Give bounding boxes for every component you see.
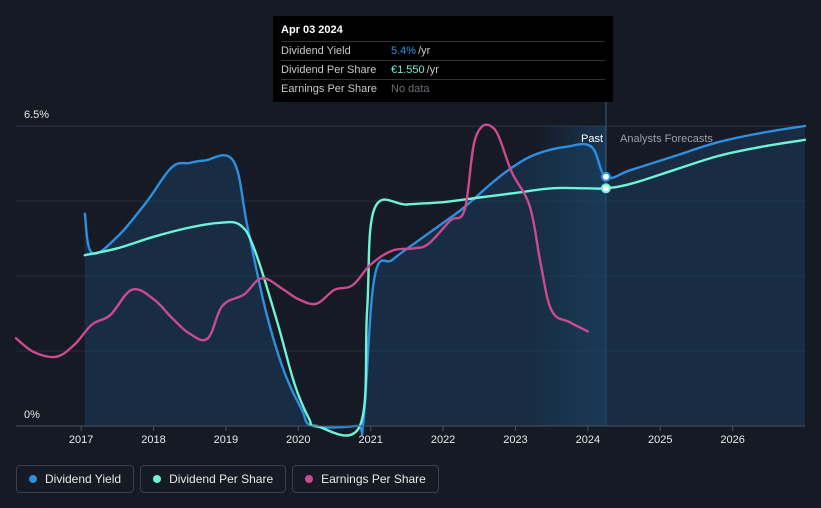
- earnings-per-share-line: [14, 123, 589, 359]
- tooltip-label: Earnings Per Share: [281, 83, 377, 95]
- legend-item-dividend-per-share[interactable]: Dividend Per Share: [140, 465, 287, 493]
- chart: 2017 2018 2019 2020 2021 2022 2023 2024 2025 2026…: [14, 102, 807, 446]
- markers: [600, 171, 611, 194]
- x-tick-label: 2025: [648, 434, 672, 446]
- x-axis: 2017 2018 2019 2020 2021 2022 2023 2024 2025 2026: [16, 425, 805, 446]
- legend-item-dividend-yield[interactable]: Dividend Yield: [16, 465, 135, 493]
- x-tick-label: 2019: [214, 434, 238, 446]
- dividend-yield-dot-icon: [29, 475, 37, 483]
- earnings-per-share-dot-icon: [305, 475, 314, 483]
- legend-item-earnings-per-share[interactable]: Earnings Per Share: [292, 465, 439, 493]
- x-tick-label: 2023: [503, 434, 527, 446]
- dividend-per-share-marker: [600, 183, 611, 194]
- tooltip-value: €1.550: [391, 64, 425, 76]
- forecast-label: Analysts Forecasts: [620, 133, 713, 145]
- dividend-yield-marker: [600, 171, 611, 182]
- tooltip-row-dividend-per-share: Dividend Per Share €1.550 /yr: [281, 60, 605, 79]
- y-tick-top: 6.5%: [24, 109, 49, 121]
- dividend-yield-area: [84, 126, 806, 435]
- tooltip-value: 5.4%: [391, 45, 417, 57]
- dividend-per-share-line: [83, 138, 807, 437]
- tooltip-label: Dividend Yield: [281, 45, 351, 57]
- x-tick-label: 2018: [141, 434, 165, 446]
- legend-label: Dividend Yield: [45, 472, 122, 486]
- tooltip-value: No data: [391, 83, 430, 95]
- x-tick-label: 2017: [69, 434, 93, 446]
- x-tick-label: 2021: [358, 434, 382, 446]
- legend-label: Dividend Per Share: [169, 472, 274, 486]
- tooltip-label: Dividend Per Share: [281, 64, 377, 76]
- dividend-per-share-dot-icon: [153, 475, 162, 483]
- legend: Dividend Yield Dividend Per Share Earnin…: [16, 465, 439, 493]
- x-tick-label: 2024: [576, 434, 600, 446]
- tooltip: Apr 03 2024 Dividend Yield 5.4% /yr Divi…: [273, 16, 613, 102]
- past-label: Past: [581, 133, 603, 145]
- tooltip-suffix: /yr: [418, 45, 431, 57]
- x-tick-label: 2026: [720, 434, 744, 446]
- tooltip-date: Apr 03 2024: [281, 24, 343, 36]
- tooltip-row-dividend-yield: Dividend Yield 5.4% /yr: [281, 41, 605, 60]
- x-tick-label: 2022: [431, 434, 455, 446]
- legend-label: Earnings Per Share: [321, 472, 426, 486]
- x-tick-label: 2020: [286, 434, 310, 446]
- tooltip-row-earnings-per-share: Earnings Per Share No data: [281, 79, 605, 98]
- y-tick-bottom: 0%: [24, 409, 40, 421]
- tooltip-suffix: /yr: [426, 64, 439, 76]
- area-fills: [84, 126, 806, 435]
